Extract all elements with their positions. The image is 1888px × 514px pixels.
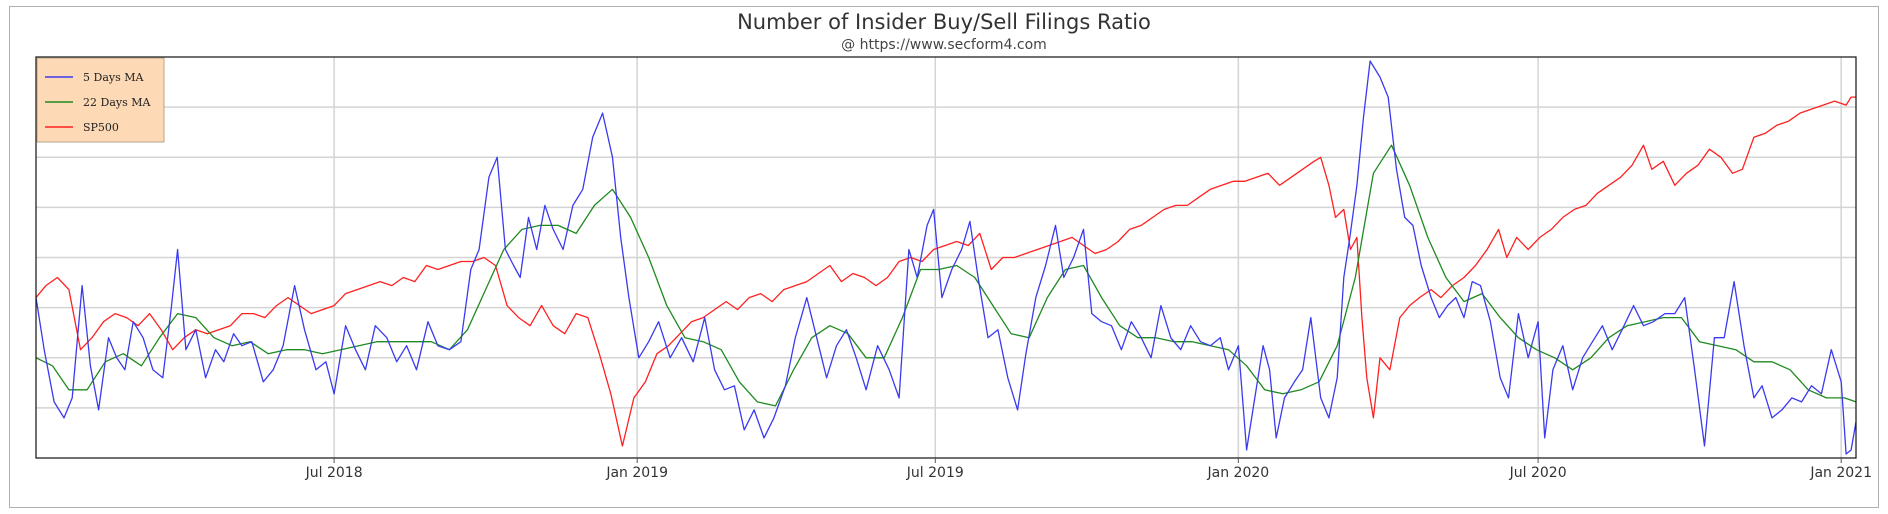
grid-lines bbox=[36, 57, 1856, 458]
legend-label: SP500 bbox=[83, 121, 119, 134]
x-axis-ticks: Jul 2018 Jan 2019 Jul 2019 Jan 2020 Jul 2020… bbox=[305, 458, 1872, 481]
x-tick-label: Jul 2019 bbox=[906, 465, 964, 481]
legend: 5 Days MA 22 Days MA SP500 bbox=[36, 57, 165, 143]
series-line-sp500 bbox=[35, 96, 1856, 447]
legend-label: 22 Days MA bbox=[83, 96, 151, 109]
chart-title: Number of Insider Buy/Sell Filings Ratio bbox=[737, 10, 1151, 34]
x-tick-label: Jan 2021 bbox=[1809, 465, 1872, 481]
x-tick-label: Jul 2020 bbox=[1509, 465, 1567, 481]
legend-box bbox=[36, 57, 165, 143]
series-line-5-days-ma bbox=[35, 60, 1857, 455]
x-tick-label: Jul 2018 bbox=[305, 465, 363, 481]
plot-area-border bbox=[35, 56, 1857, 459]
legend-label: 5 Days MA bbox=[83, 71, 144, 84]
series-layer bbox=[35, 60, 1857, 455]
x-tick-label: Jan 2019 bbox=[605, 465, 668, 481]
series-line-22-days-ma bbox=[35, 144, 1857, 407]
chart-subtitle: @ https://www.secform4.com bbox=[841, 37, 1047, 53]
x-tick-label: Jan 2020 bbox=[1207, 465, 1270, 481]
